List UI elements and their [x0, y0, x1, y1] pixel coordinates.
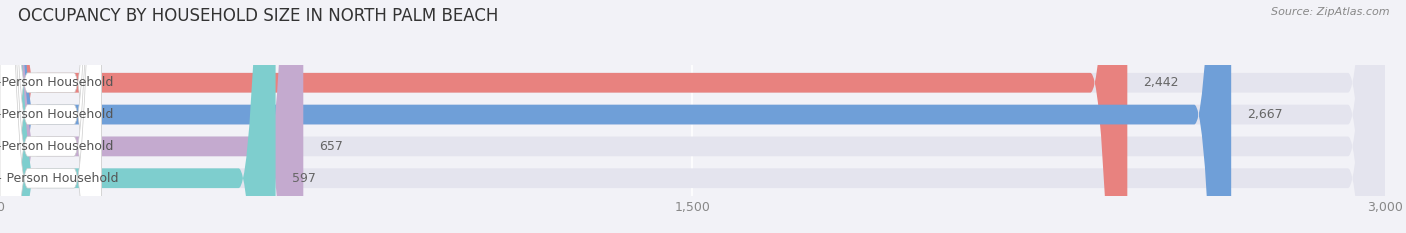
Text: 597: 597 [292, 172, 315, 185]
Text: 2,442: 2,442 [1143, 76, 1180, 89]
Text: Source: ZipAtlas.com: Source: ZipAtlas.com [1271, 7, 1389, 17]
Text: 1-Person Household: 1-Person Household [0, 76, 112, 89]
FancyBboxPatch shape [0, 0, 276, 233]
Text: 3-Person Household: 3-Person Household [0, 140, 112, 153]
FancyBboxPatch shape [0, 0, 1232, 233]
FancyBboxPatch shape [0, 0, 101, 233]
Text: 2,667: 2,667 [1247, 108, 1282, 121]
FancyBboxPatch shape [0, 0, 101, 233]
Text: 4+ Person Household: 4+ Person Household [0, 172, 118, 185]
FancyBboxPatch shape [0, 0, 304, 233]
Text: 657: 657 [319, 140, 343, 153]
FancyBboxPatch shape [0, 0, 1128, 233]
FancyBboxPatch shape [0, 0, 101, 233]
FancyBboxPatch shape [0, 0, 101, 233]
Text: OCCUPANCY BY HOUSEHOLD SIZE IN NORTH PALM BEACH: OCCUPANCY BY HOUSEHOLD SIZE IN NORTH PAL… [18, 7, 499, 25]
Text: 2-Person Household: 2-Person Household [0, 108, 112, 121]
